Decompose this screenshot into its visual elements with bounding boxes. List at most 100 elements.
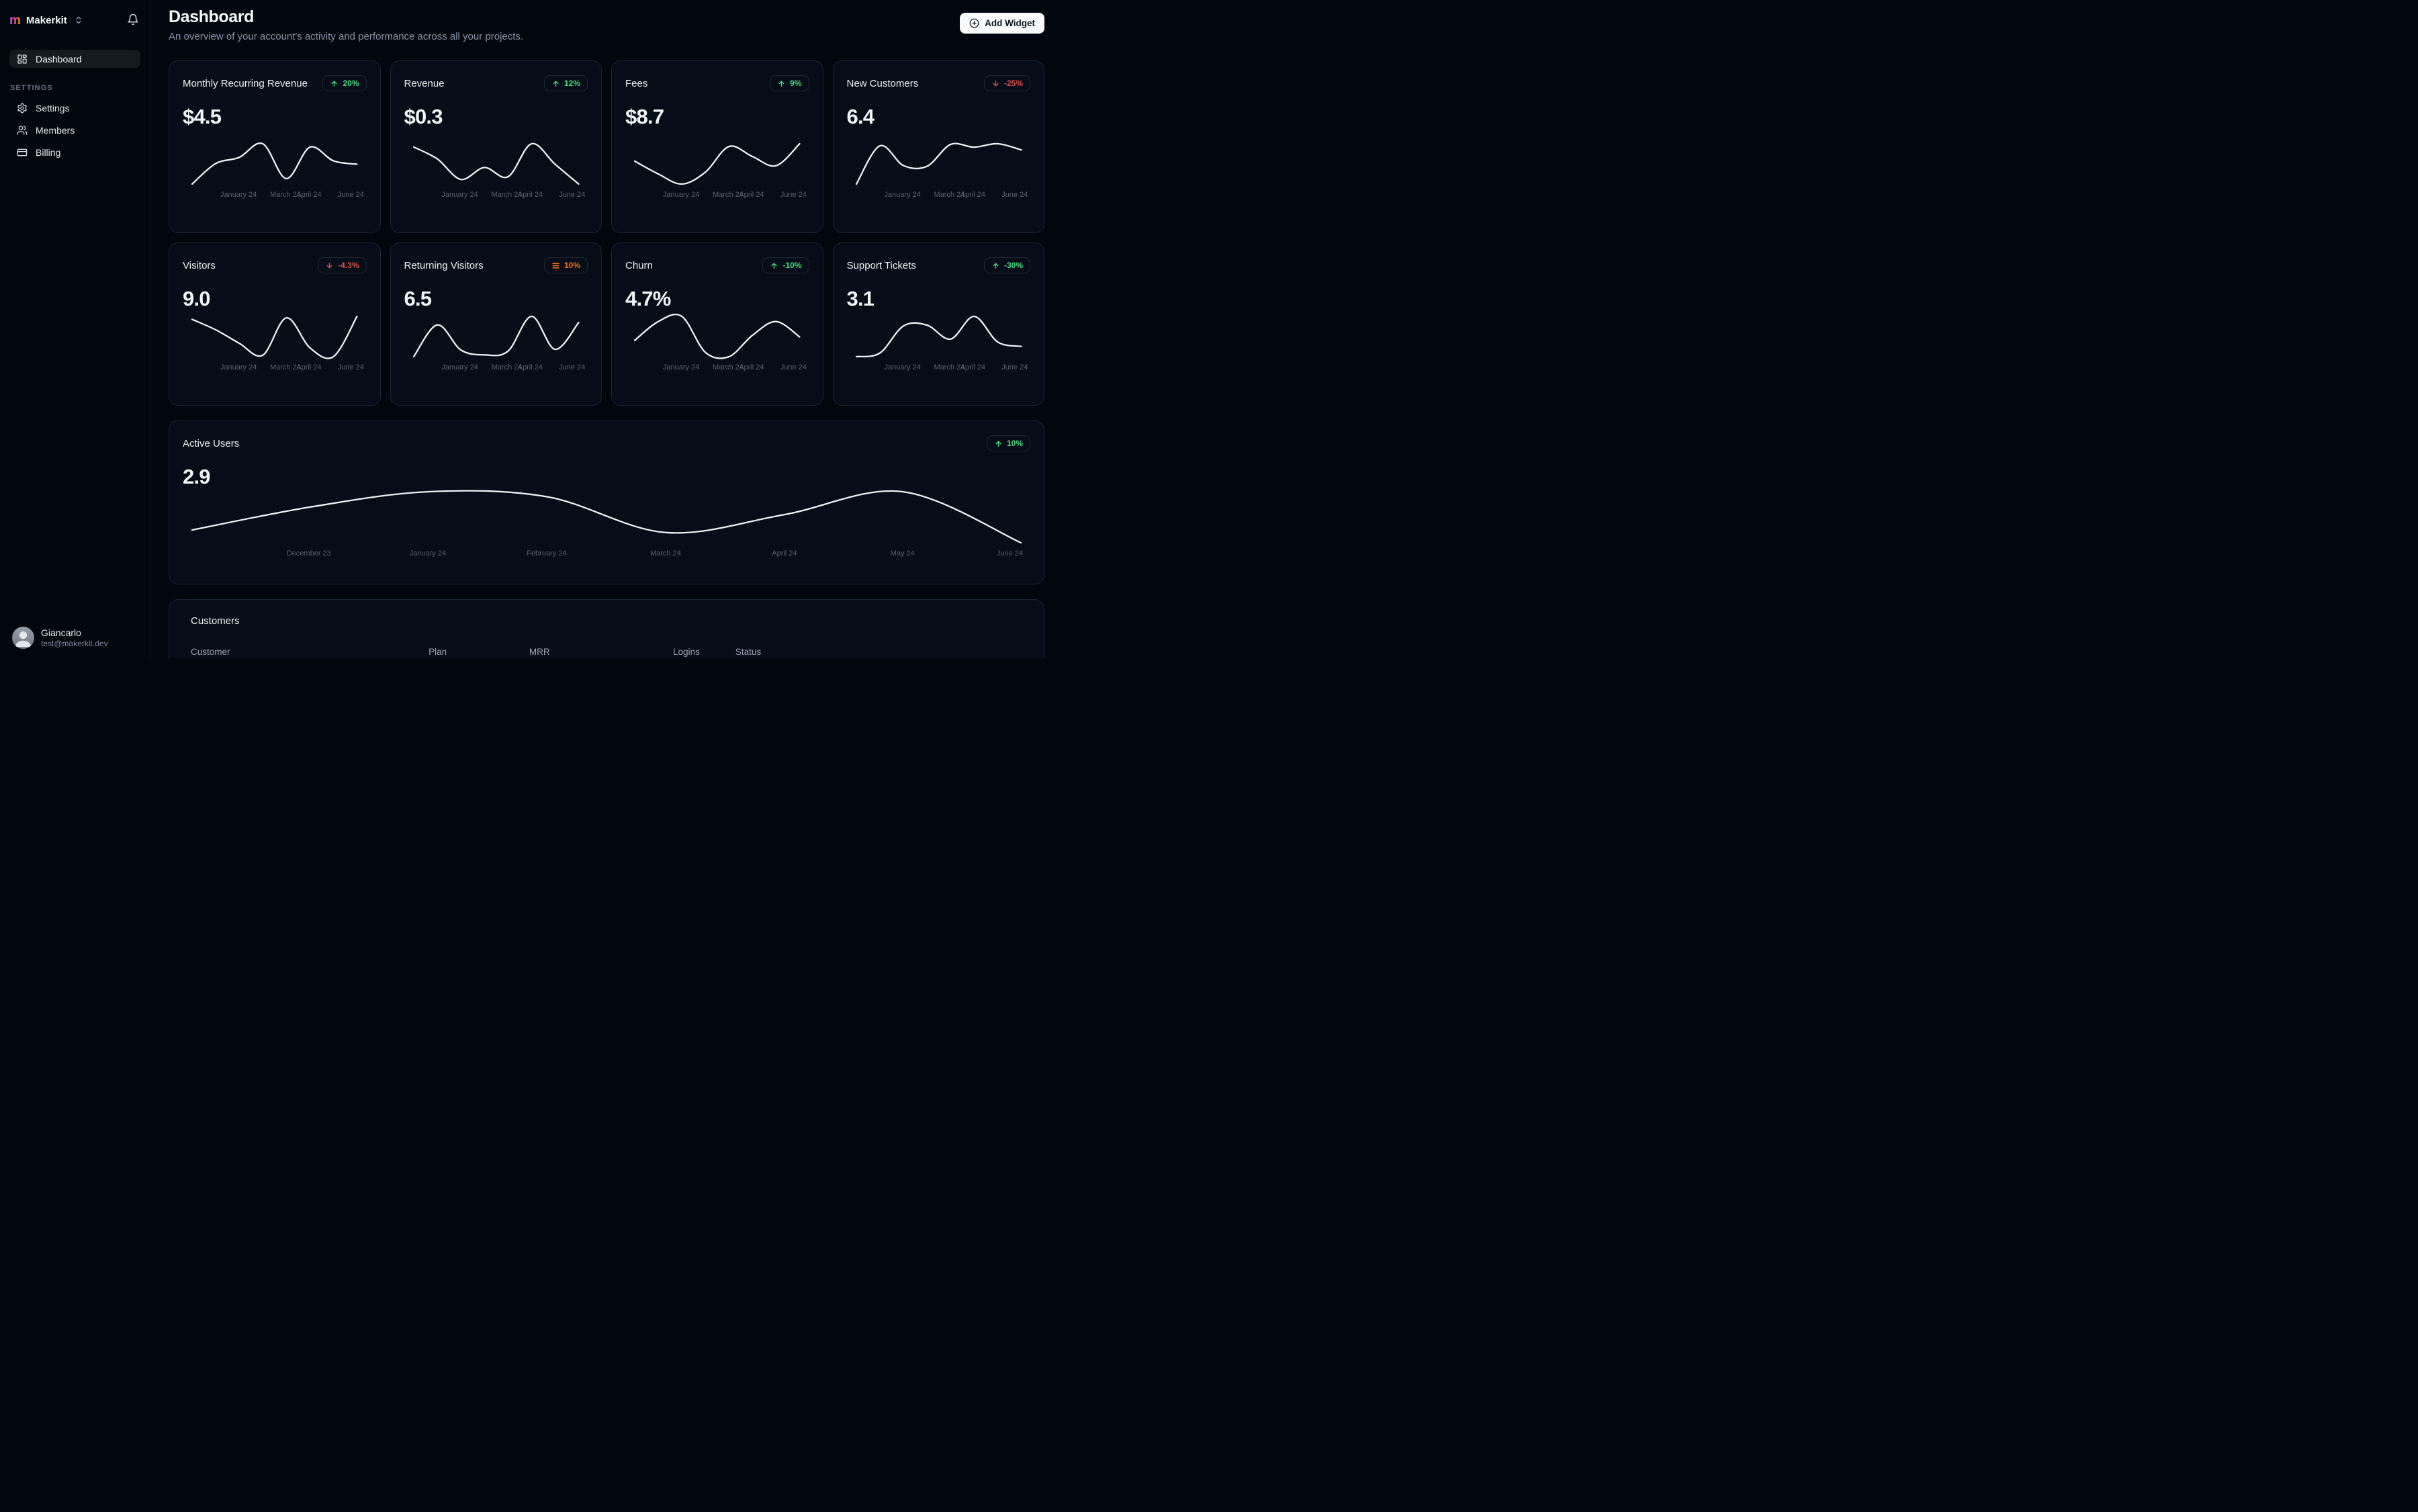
trend-badge: -4.3% — [318, 257, 367, 273]
sidebar-item-members[interactable]: Members — [9, 121, 140, 139]
x-axis-labels: January 24 March 24 April 24 June 24 — [633, 363, 807, 374]
x-axis-label: April 24 — [296, 191, 322, 199]
sidebar-item-billing[interactable]: Billing — [9, 143, 140, 161]
line-chart — [191, 142, 358, 185]
trend-badge: -25% — [983, 75, 1030, 91]
x-axis-label: January 24 — [884, 191, 921, 199]
notifications-button[interactable] — [126, 13, 140, 28]
x-axis-label: January 24 — [220, 363, 257, 371]
workspace-switcher[interactable]: m Makerkit — [9, 14, 83, 27]
x-axis-label: March 24 — [270, 191, 301, 199]
sidebar-header: m Makerkit — [9, 11, 140, 30]
sidebar-item-label: Dashboard — [36, 53, 82, 64]
user-menu[interactable]: Giancarlo test@makerkit.dev — [9, 627, 140, 649]
x-axis-label: April 24 — [772, 549, 797, 558]
main-content: Dashboard An overview of your account's … — [150, 0, 1053, 658]
x-axis-label: April 24 — [739, 363, 764, 371]
sparkline-chart: January 24 March 24 April 24 June 24 — [847, 141, 1031, 202]
stat-value: 2.9 — [183, 465, 211, 488]
dashboard-icon — [17, 54, 27, 64]
x-axis-label: April 24 — [296, 363, 322, 371]
x-axis-labels: January 24 March 24 April 24 June 24 — [633, 191, 807, 202]
add-widget-button[interactable]: Add Widget — [960, 13, 1044, 34]
stat-card-title: New Customers — [846, 78, 919, 89]
sidebar-nav: Dashboard SETTINGS Settings Members Bill… — [9, 50, 140, 165]
column-header-plan: Plan — [429, 647, 447, 657]
sparkline-chart: January 24 March 24 April 24 June 24 — [404, 314, 588, 374]
x-axis-label: June 24 — [996, 549, 1023, 558]
x-axis-label: March 24 — [934, 191, 965, 199]
stat-card-support-tickets: Support Tickets -30% 3.1 January 24 March… — [832, 242, 1044, 406]
sparkline-chart: January 24 March 24 April 24 June 24 — [625, 141, 809, 202]
arrow-down-icon — [325, 261, 334, 270]
stat-card-fees: Fees 9% $8.7 January 24 March 24 April 24 J… — [611, 60, 823, 233]
arrow-up-icon — [991, 261, 1000, 270]
trend-badge: 10% — [986, 435, 1030, 451]
stat-value: 6.4 — [846, 105, 875, 128]
stat-card-new-customers: New Customers -25% 6.4 January 24 March 2… — [832, 60, 1044, 233]
x-axis-label: March 24 — [491, 363, 523, 371]
credit-card-icon — [17, 148, 28, 156]
x-axis-label: December 23 — [286, 549, 331, 558]
user-info: Giancarlo test@makerkit.dev — [41, 627, 108, 649]
customers-table-header: Customer Plan MRR Logins Status — [191, 647, 1022, 658]
active-users-card: Active Users 10% 2.9 December 23 January … — [169, 420, 1044, 584]
users-icon — [17, 125, 28, 135]
sidebar-section-label: SETTINGS — [10, 84, 53, 92]
chevrons-up-down-icon — [76, 16, 81, 24]
x-axis-label: March 24 — [491, 191, 523, 199]
trend-badge: 20% — [322, 75, 367, 91]
x-axis-label: May 24 — [890, 549, 915, 558]
stats-grid: Monthly Recurring Revenue 20% $4.5 Janua… — [169, 60, 1044, 406]
line-chart — [191, 315, 358, 359]
active-users-chart: December 23 January 24 February 24 March 24… — [183, 489, 1030, 560]
stat-card-churn: Churn -10% 4.7% January 24 March 24 April … — [611, 242, 823, 406]
x-axis-label: June 24 — [1001, 191, 1028, 199]
stat-card-revenue: Revenue 12% $0.3 January 24 March 24 April… — [390, 60, 602, 233]
x-axis-label: January 24 — [662, 191, 700, 199]
x-axis-label: June 24 — [1001, 363, 1028, 371]
sidebar-item-settings[interactable]: Settings — [9, 99, 140, 117]
sidebar-item-label: Members — [36, 124, 75, 136]
menu-icon — [551, 261, 560, 270]
stat-card-title: Fees — [625, 78, 648, 89]
arrow-up-icon — [551, 79, 560, 88]
column-header-status: Status — [735, 647, 762, 657]
trend-badge: 12% — [543, 75, 588, 91]
column-header-customer: Customer — [191, 647, 230, 657]
arrow-up-icon — [994, 439, 1003, 448]
x-axis-labels: January 24 March 24 April 24 June 24 — [855, 191, 1028, 202]
arrow-up-icon — [770, 261, 778, 270]
x-axis-label: June 24 — [337, 363, 364, 371]
sidebar-item-label: Billing — [36, 146, 61, 158]
stat-value: 3.1 — [846, 287, 875, 310]
trend-badge: -30% — [983, 257, 1030, 273]
sparkline-chart: January 24 March 24 April 24 June 24 — [625, 313, 809, 374]
x-axis-label: March 24 — [713, 363, 744, 371]
x-axis-label: June 24 — [780, 363, 807, 371]
page-header: Dashboard An overview of your account's … — [169, 7, 1044, 42]
sidebar: m Makerkit Dashboard SETTINGS Settings M… — [0, 0, 150, 658]
stat-value: 9.0 — [183, 287, 211, 310]
customers-title: Customers — [191, 615, 240, 627]
stat-card-title: Active Users — [183, 438, 240, 449]
stat-card-title: Returning Visitors — [404, 260, 484, 271]
stat-card-title: Churn — [625, 260, 653, 271]
x-axis-label: March 24 — [713, 191, 744, 199]
x-axis-label: March 24 — [270, 363, 301, 371]
brand-name: Makerkit — [26, 14, 67, 26]
sidebar-item-label: Settings — [36, 102, 70, 114]
x-axis-labels: January 24 March 24 April 24 June 24 — [412, 363, 585, 374]
trend-badge: -10% — [762, 257, 809, 273]
stat-card-title: Support Tickets — [846, 260, 916, 271]
sparkline-chart: January 24 March 24 April 24 June 24 — [847, 314, 1031, 374]
stat-value: 4.7% — [625, 287, 671, 310]
arrow-up-icon — [777, 79, 786, 88]
x-axis-label: January 24 — [220, 191, 257, 199]
x-axis-label: April 24 — [960, 191, 986, 199]
x-axis-label: April 24 — [517, 191, 543, 199]
sidebar-item-dashboard[interactable]: Dashboard — [9, 50, 140, 68]
x-axis-label: January 24 — [441, 191, 478, 199]
x-axis-label: March 24 — [934, 363, 965, 371]
line-chart — [855, 315, 1022, 358]
